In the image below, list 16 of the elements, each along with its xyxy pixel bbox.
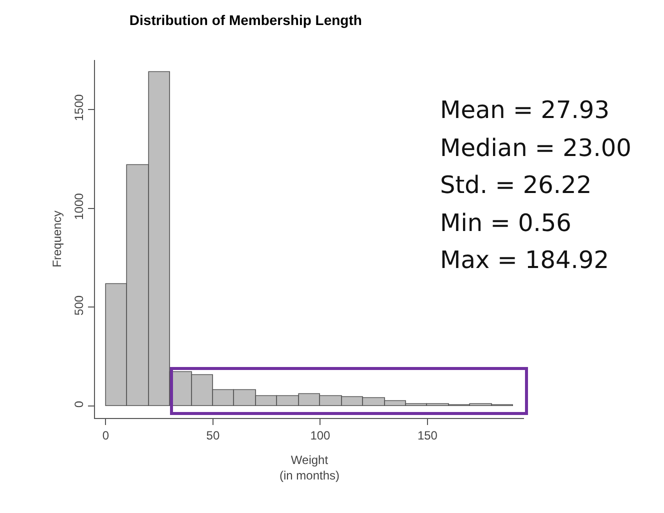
annotation: Std. = 26.22	[440, 171, 592, 199]
y-axis-title: Frequency	[50, 210, 64, 268]
annotation: Mean = 27.93	[440, 96, 610, 124]
x-axis-title: Weight (in months)	[279, 453, 340, 483]
y-tick-label: 500	[72, 295, 86, 316]
annotation: Max = 184.92	[440, 246, 609, 274]
annotation: Min = 0.56	[440, 209, 572, 237]
x-tick-label: 150	[417, 428, 438, 442]
y-tick-label: 1000	[72, 192, 86, 220]
x-tick-label: 100	[310, 428, 331, 442]
x-tick-label: 50	[206, 428, 220, 442]
y-tick-label: 0	[72, 400, 86, 408]
chart-title: Distribution of Membership Length	[129, 12, 362, 28]
y-tick-label: 1500	[72, 94, 86, 121]
x-tick-label: 0	[102, 428, 110, 442]
annotation: Median = 23.00	[440, 134, 632, 162]
